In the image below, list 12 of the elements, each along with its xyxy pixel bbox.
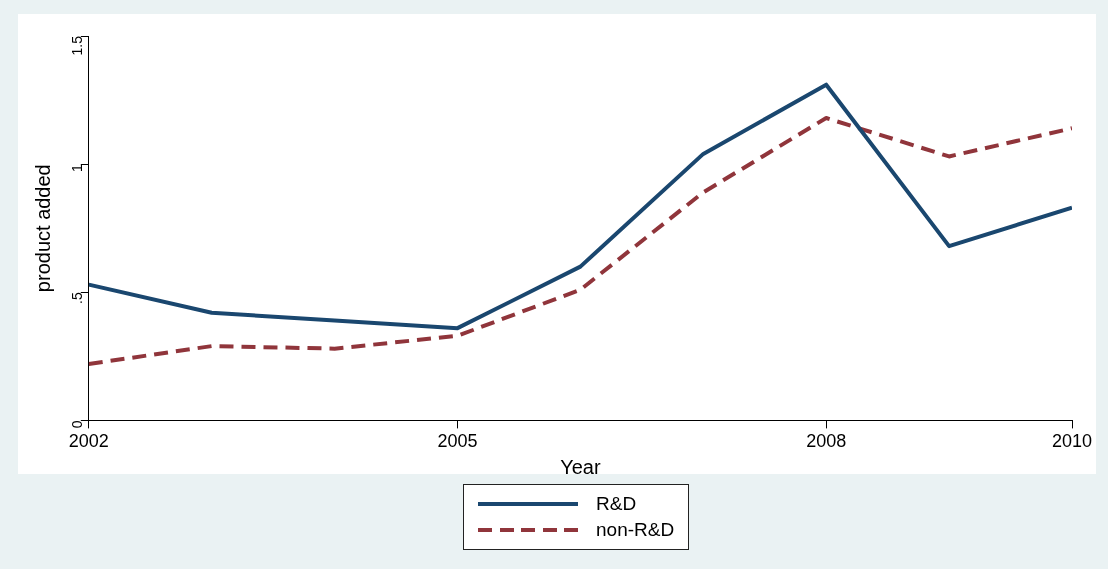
x-tick-label: 2002: [68, 431, 109, 452]
x-tick-label: 2010: [1051, 431, 1093, 452]
y-tick-label: .5: [68, 292, 85, 304]
legend-label: R&D: [596, 493, 637, 515]
x-tick-label: 2005: [437, 431, 478, 452]
y-tick-label: 0: [68, 420, 85, 429]
y-tick-label: 1: [68, 163, 85, 172]
y-tick-label: 1.5: [68, 35, 85, 56]
y-axis-title: product added: [31, 164, 54, 293]
x-axis-title: Year: [560, 455, 601, 478]
x-tick-label: 2008: [806, 431, 847, 452]
legend-label: non-R&D: [596, 519, 675, 541]
